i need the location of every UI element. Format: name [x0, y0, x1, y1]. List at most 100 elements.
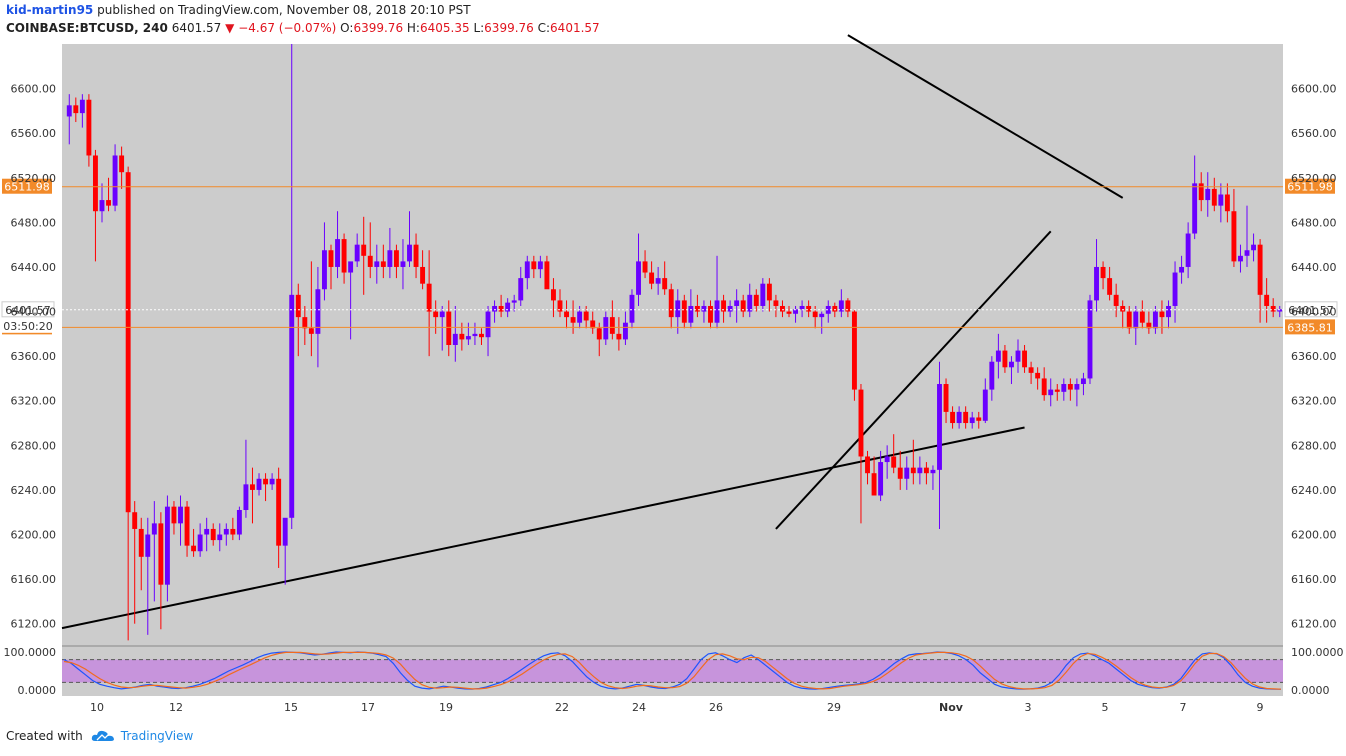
candle-body	[577, 311, 583, 323]
candle-body	[99, 200, 105, 212]
candle-body	[1022, 350, 1028, 368]
candle-body	[433, 311, 439, 318]
candle-body	[989, 361, 995, 390]
y-tick-label-right: 6400.00	[1291, 306, 1337, 319]
close-value: 6401.57	[550, 21, 600, 35]
candle-body	[943, 384, 949, 412]
last-price-tag	[1284, 301, 1338, 318]
candle-body	[230, 528, 236, 535]
level-tag	[1285, 178, 1335, 194]
stoch-y-tick-left: 100.0000	[4, 646, 57, 659]
candle-body	[217, 534, 223, 541]
candle-body	[878, 462, 884, 496]
candle-body	[1048, 389, 1054, 396]
trendline	[775, 230, 1052, 530]
candle-body	[760, 283, 766, 306]
candle-body	[439, 311, 445, 318]
candle-body	[917, 467, 923, 474]
candle-body	[1139, 311, 1145, 323]
low-value: 6399.76	[484, 21, 534, 35]
candle-body	[1172, 272, 1178, 306]
candle-body	[112, 155, 118, 206]
candle-body	[721, 300, 727, 312]
candle-body	[662, 278, 668, 290]
stoch-rsi-panel[interactable]: 100.0000 100.0000 0.0000 0.0000	[4, 645, 1344, 697]
y-tick-label-right: 6200.00	[1291, 529, 1337, 542]
candle-body	[891, 456, 897, 468]
candle-body	[995, 350, 1001, 362]
candle-body	[400, 261, 406, 267]
candle-body	[1015, 350, 1021, 362]
candle-body	[184, 506, 190, 546]
candle-body	[132, 512, 138, 529]
candle-body	[950, 411, 956, 424]
price-axis-right: 6600.00 6560.00 6520.00 6480.00 6440.00 6400.…	[1291, 83, 1337, 631]
x-tick-label: 9	[1257, 701, 1264, 714]
candle-body	[557, 300, 563, 312]
candle-body	[524, 261, 530, 279]
candle-body	[465, 336, 471, 340]
candle-body	[1035, 372, 1041, 379]
candle-body	[838, 300, 844, 312]
candle-body	[276, 478, 282, 546]
candle-body	[407, 244, 412, 262]
candle-body	[969, 417, 975, 424]
high-value: 6405.35	[419, 21, 470, 35]
candle-body	[714, 300, 720, 323]
candle-body	[694, 305, 700, 312]
candle-body	[622, 322, 628, 340]
tradingview-brand-link[interactable]: TradingView	[120, 729, 194, 743]
candle-body	[1198, 183, 1204, 201]
candle-body	[367, 255, 373, 267]
x-tick-label: 24	[632, 701, 646, 714]
level-tag-label: 6385.81	[1287, 321, 1333, 334]
candle-body	[629, 294, 635, 323]
candle-body	[858, 389, 864, 457]
candle-body	[1133, 311, 1139, 329]
symbol-label[interactable]: COINBASE:BTCUSD, 240	[6, 21, 168, 35]
candle-body	[1264, 294, 1270, 306]
candle-body	[1126, 311, 1132, 329]
y-tick-label-right: 6520.00	[1291, 172, 1337, 185]
candle-body	[806, 305, 812, 312]
username-link[interactable]: kid-martin95	[6, 3, 94, 17]
x-tick-label: 10	[90, 701, 104, 714]
candle-body	[1100, 266, 1106, 279]
trendlines	[61, 34, 1124, 630]
last-price: 6401.57	[171, 21, 222, 35]
y-tick-label-left: 6200.00	[11, 529, 57, 542]
main-price-panel[interactable]	[62, 44, 1283, 646]
candle-body	[485, 311, 491, 338]
y-tick-label-right: 6160.00	[1291, 573, 1337, 586]
candle-body	[1028, 367, 1034, 373]
price-change: −4.67 (−0.07%)	[238, 21, 337, 35]
candle-body	[590, 320, 596, 329]
candle-body	[1067, 384, 1073, 390]
candle-body	[106, 200, 111, 206]
x-tick-label: 3	[1025, 701, 1032, 714]
countdown-tag	[2, 318, 54, 333]
candle-body	[492, 305, 498, 312]
candle-body	[138, 528, 144, 557]
candle-body	[740, 300, 746, 312]
candle-body	[780, 305, 785, 312]
candle-body	[86, 99, 92, 156]
y-tick-label-left: 6360.00	[11, 350, 57, 363]
candle-body	[393, 250, 399, 267]
candle-body	[1094, 266, 1099, 301]
candle-body	[119, 155, 125, 173]
candle-body	[1159, 311, 1165, 318]
candle-body	[786, 311, 792, 314]
candle-body	[832, 305, 838, 312]
candle-body	[655, 278, 661, 284]
candle-body	[420, 266, 426, 284]
y-tick-label-right: 6560.00	[1291, 127, 1337, 140]
y-tick-label-right: 6360.00	[1291, 350, 1337, 363]
candle-body	[603, 317, 609, 340]
candle-body	[197, 534, 203, 552]
candle-body	[348, 261, 354, 273]
published-text: published on TradingView.com, November 0…	[97, 3, 471, 17]
candle-body	[413, 244, 419, 267]
candle-body	[1211, 188, 1217, 206]
